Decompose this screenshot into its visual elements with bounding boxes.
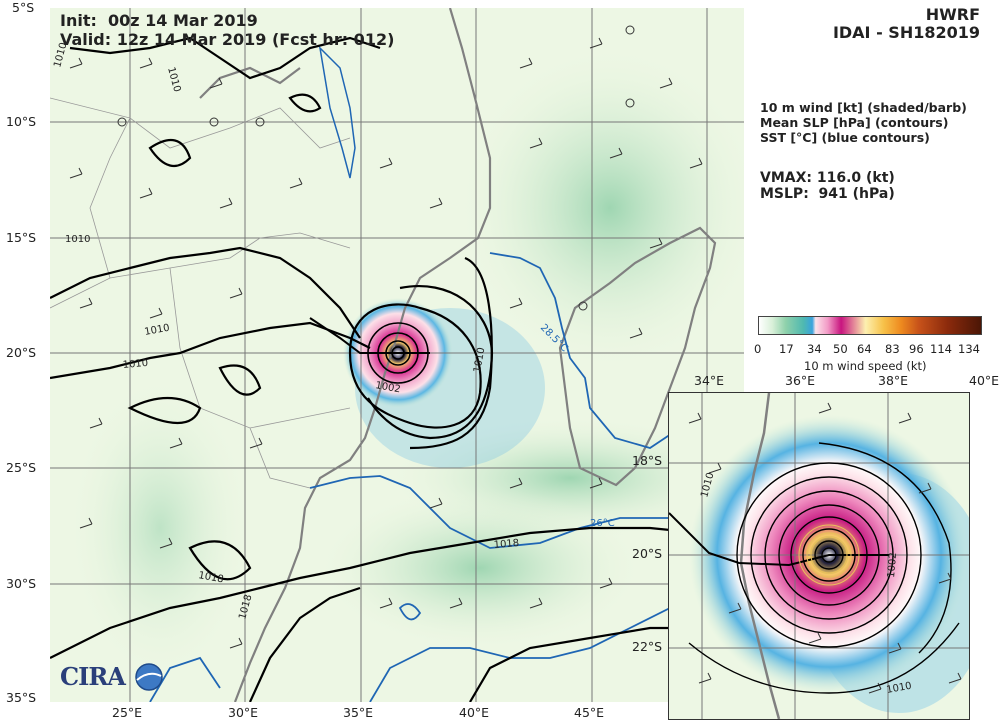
inset-lon-label: 34°E — [694, 373, 725, 388]
main-map: 1010 1010 1010 1010 1010 1002 1010 1018 … — [49, 7, 760, 703]
lon-label: 40°E — [459, 705, 490, 720]
inset-lon-label: 40°E — [969, 373, 1000, 388]
lat-label: 30°S — [6, 576, 37, 591]
inset-lon-label: 36°E — [785, 373, 816, 388]
lon-label: 25°E — [112, 705, 143, 720]
inset-wind-barbs — [688, 402, 962, 694]
cira-logo-text: CIRA — [60, 662, 126, 691]
inset-lat-label: 18°S — [632, 453, 663, 468]
inset-map-canvas: 1010 1002 1010 — [669, 393, 969, 719]
wind-shading — [460, 48, 760, 368]
colorbar-tick: 83 — [885, 342, 900, 356]
wind-colorbar — [758, 316, 982, 335]
colorbar-label: 10 m wind speed (kt) — [804, 359, 927, 373]
colorbar-tick: 96 — [909, 342, 924, 356]
contour-label: 1010 — [122, 358, 148, 371]
model-name: HWRF — [925, 5, 980, 24]
city-markers — [117, 25, 635, 311]
legend-wind: 10 m wind [kt] (shaded/barb) — [760, 100, 967, 115]
cira-logo-globe-icon — [135, 663, 163, 691]
inset-slp-contours — [669, 442, 960, 694]
lon-label: 35°E — [343, 705, 374, 720]
contour-label: 1010 — [886, 681, 913, 696]
colorbar-tick: 64 — [857, 342, 872, 356]
lon-label: 30°E — [228, 705, 259, 720]
wind-shading — [70, 378, 250, 678]
contour-label: 1010 — [144, 323, 171, 338]
main-map-canvas: 1010 1010 1010 1010 1010 1002 1010 1018 … — [49, 7, 760, 703]
lat-label: 10°S — [6, 114, 37, 129]
wind-barbs — [69, 37, 703, 649]
legend-sst: SST [°C] (blue contours) — [760, 130, 930, 145]
contour-label: 1002 — [374, 380, 401, 395]
inset-lon-label: 38°E — [878, 373, 909, 388]
contour-label: 1018 — [493, 538, 519, 551]
lat-label: 35°S — [6, 690, 37, 705]
colorbar-tick: 17 — [779, 342, 794, 356]
mslp-value: MSLP: 941 (hPa) — [760, 186, 895, 202]
inset-lat-label: 22°S — [632, 639, 663, 654]
inset-lat-label: 20°S — [632, 546, 663, 561]
legend-slp: Mean SLP [hPa] (contours) — [760, 115, 949, 130]
slp-contours — [49, 36, 745, 703]
init-time: Init: 00z 14 Mar 2019 — [60, 11, 258, 30]
contour-label: 1010 — [65, 234, 90, 245]
lake-outline — [318, 45, 356, 179]
colorbar-tick: 50 — [833, 342, 848, 356]
lon-label: 45°E — [574, 705, 605, 720]
lat-label: 25°S — [6, 460, 37, 475]
lat-label: 20°S — [6, 345, 37, 360]
inset-gridlines — [669, 393, 969, 719]
contour-label: 1002 — [886, 552, 899, 578]
lat-label: 15°S — [6, 230, 37, 245]
cira-logo: CIRA — [60, 662, 168, 694]
inset-map: 1010 1002 1010 — [668, 392, 970, 720]
lat-label: 5°S — [12, 0, 35, 15]
contour-label: 1018 — [197, 570, 224, 585]
valid-time: Valid: 12z 14 Mar 2019 (Fcst hr: 012) — [60, 30, 395, 49]
coastline — [199, 7, 717, 703]
colorbar-tick: 134 — [958, 342, 980, 356]
colorbar-tick: 0 — [754, 342, 762, 356]
contour-label: 26°C — [590, 518, 615, 529]
contour-label: 1010 — [472, 347, 487, 374]
colorbar-tick: 114 — [930, 342, 952, 356]
storm-track — [309, 317, 430, 354]
inset-yellow-rings — [798, 524, 860, 586]
vmax-value: VMAX: 116.0 (kt) — [760, 170, 895, 186]
colorbar-tick: 34 — [807, 342, 822, 356]
storm-id: IDAI - SH182019 — [832, 23, 980, 42]
country-borders — [49, 97, 351, 489]
